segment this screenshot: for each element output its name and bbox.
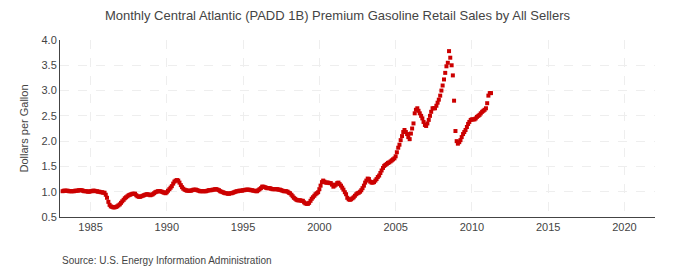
svg-text:2010: 2010 [460,221,484,233]
svg-text:2020: 2020 [612,221,636,233]
svg-text:Monthly Central Atlantic (PADD: Monthly Central Atlantic (PADD 1B) Premi… [105,8,571,23]
svg-text:1.5: 1.5 [42,160,57,172]
svg-text:1995: 1995 [231,221,255,233]
svg-text:Dollars per Gallon: Dollars per Gallon [18,84,30,172]
svg-text:Source: U.S. Energy Informatio: Source: U.S. Energy Information Administ… [62,255,272,266]
svg-text:2015: 2015 [536,221,560,233]
svg-text:3.5: 3.5 [42,59,57,71]
svg-text:3.0: 3.0 [42,84,57,96]
svg-text:1.0: 1.0 [42,186,57,198]
svg-text:0.5: 0.5 [42,211,57,223]
svg-text:2000: 2000 [307,221,331,233]
svg-text:1985: 1985 [78,221,102,233]
svg-text:2005: 2005 [383,221,407,233]
svg-text:4.0: 4.0 [42,34,57,46]
svg-text:2.0: 2.0 [42,135,57,147]
svg-text:2.5: 2.5 [42,110,57,122]
svg-text:1990: 1990 [155,221,179,233]
